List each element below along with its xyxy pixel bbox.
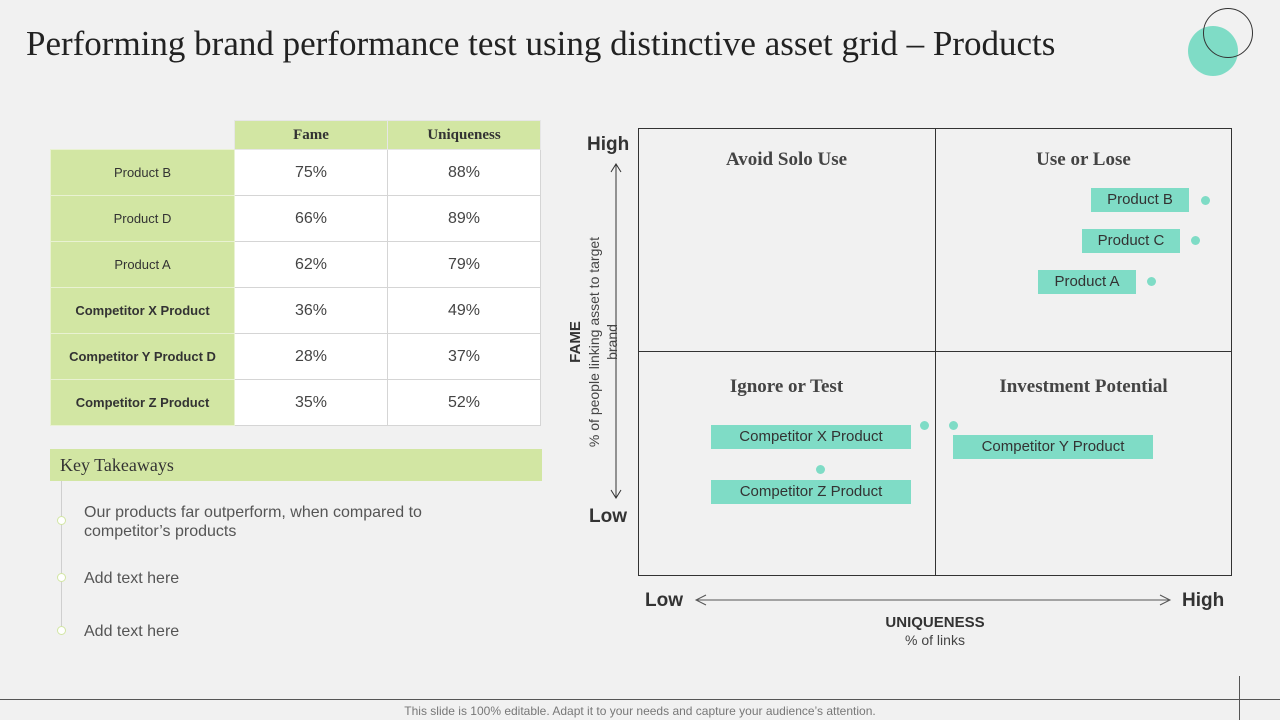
uniqueness-value: 79%: [387, 241, 541, 288]
key-takeaways-heading: Key Takeaways: [50, 449, 542, 481]
comparison-table: Fame Uniqueness Product B 75% 88% Produc…: [50, 120, 541, 426]
table-row: Competitor Y Product D 28% 37%: [50, 333, 541, 380]
product-b-label: Product B: [1091, 188, 1189, 212]
competitor-y-dot: [949, 421, 958, 430]
y-axis-arrow: [610, 163, 622, 499]
page-title: Performing brand performance test using …: [26, 24, 1056, 63]
x-axis-subtitle: % of links: [905, 632, 965, 648]
table-row: Competitor X Product 36% 49%: [50, 287, 541, 334]
row-label: Product B: [50, 149, 235, 196]
fame-value: 66%: [234, 195, 388, 242]
takeaway-item: Add text here: [84, 570, 180, 587]
quadrant-label-use-or-lose: Use or Lose: [1036, 149, 1131, 170]
x-axis-title: UNIQUENESS: [885, 614, 985, 631]
competitor-z-label: Competitor Z Product: [711, 480, 911, 504]
table-row: Product D 66% 89%: [50, 195, 541, 242]
x-axis-low-label: Low: [645, 590, 683, 611]
footer-vertical-divider: [1239, 676, 1240, 720]
fame-value: 75%: [234, 149, 388, 196]
uniqueness-value: 52%: [387, 379, 541, 426]
y-axis-title-block: FAME % of people linking asset to target…: [567, 232, 620, 452]
bullet-dot: [57, 573, 66, 582]
uniqueness-value: 49%: [387, 287, 541, 334]
grid-vertical-divider: [935, 128, 936, 576]
row-label: Competitor Y Product D: [50, 333, 235, 380]
x-axis-arrow: [694, 594, 1172, 606]
table-row: Product A 62% 79%: [50, 241, 541, 288]
product-a-label: Product A: [1038, 270, 1136, 294]
fame-value: 62%: [234, 241, 388, 288]
row-label: Competitor X Product: [50, 287, 235, 334]
y-axis-low-label: Low: [589, 506, 627, 527]
takeaway-item: Our products far outperform, when compar…: [84, 504, 422, 540]
competitor-z-dot: [816, 465, 825, 474]
takeaways-timeline: [61, 481, 62, 633]
quadrant-label-avoid-solo-use: Avoid Solo Use: [725, 149, 848, 170]
fame-value: 35%: [234, 379, 388, 426]
table-row: Product B 75% 88%: [50, 149, 541, 196]
product-c-label: Product C: [1082, 229, 1180, 253]
row-label: Competitor Z Product: [50, 379, 235, 426]
x-axis-high-label: High: [1182, 590, 1225, 611]
bullet-dot: [57, 626, 66, 635]
uniqueness-value: 37%: [387, 333, 541, 380]
competitor-x-dot: [920, 421, 929, 430]
footer-note: This slide is 100% editable. Adapt it to…: [404, 704, 876, 718]
uniqueness-value: 89%: [387, 195, 541, 242]
fame-value: 36%: [234, 287, 388, 334]
product-c-dot: [1191, 236, 1200, 245]
decorative-circle-outline: [1203, 8, 1253, 58]
product-a-dot: [1147, 277, 1156, 286]
grid-horizontal-divider: [638, 351, 1232, 352]
y-axis-subtitle: % of people linking asset to target bran…: [586, 236, 620, 448]
product-b-dot: [1201, 196, 1210, 205]
table-corner: [51, 121, 235, 150]
row-label: Product A: [50, 241, 235, 288]
footer-divider: [0, 699, 1280, 700]
bullet-dot: [57, 516, 66, 525]
quadrant-label-ignore-or-test: Ignore or Test: [729, 376, 844, 397]
column-header-uniqueness: Uniqueness: [387, 120, 541, 150]
y-axis-title: FAME: [567, 321, 584, 363]
quadrant-label-investment-potential: Investment Potential: [999, 376, 1168, 397]
takeaway-item: Add text here: [84, 623, 180, 640]
row-label: Product D: [50, 195, 235, 242]
uniqueness-value: 88%: [387, 149, 541, 196]
fame-value: 28%: [234, 333, 388, 380]
table-row: Competitor Z Product 35% 52%: [50, 379, 541, 426]
competitor-y-label: Competitor Y Product: [953, 435, 1153, 459]
competitor-x-label: Competitor X Product: [711, 425, 911, 449]
column-header-fame: Fame: [234, 120, 388, 150]
y-axis-high-label: High: [587, 134, 630, 155]
